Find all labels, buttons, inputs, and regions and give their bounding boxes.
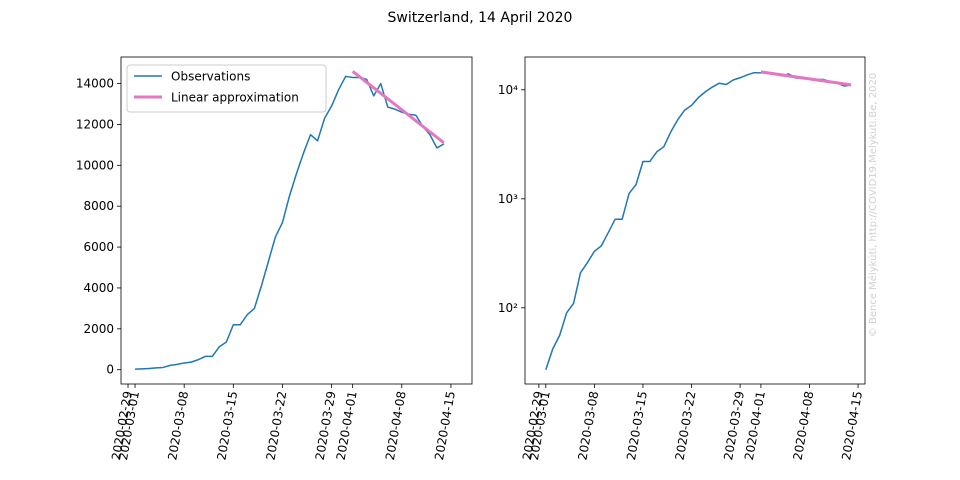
legend: Observations Linear approximation — [126, 64, 327, 113]
legend-label: Observations — [171, 70, 250, 84]
watermark: © Bence Mélykúti, http://COVID19.Melykut… — [867, 73, 879, 337]
y-tick-label: 10000 — [76, 158, 114, 172]
y-tick-label: 4000 — [83, 281, 114, 295]
legend-box — [126, 64, 327, 113]
axes-frame — [120, 56, 473, 385]
data-line — [351, 70, 445, 145]
data-line — [135, 75, 445, 370]
y-tick-label: 2000 — [83, 322, 114, 336]
y-tick-label: 12000 — [76, 117, 114, 131]
data-line — [760, 70, 852, 87]
y-tick-label: 14000 — [76, 77, 114, 91]
axes-frame — [524, 56, 866, 385]
y-tick-label: 10³ — [498, 192, 518, 206]
y-tick-label: 0 — [106, 363, 114, 377]
figure-title: Switzerland, 14 April 2020 — [388, 10, 573, 26]
y-tick-label: 6000 — [83, 240, 114, 254]
y-tick-label: 8000 — [83, 199, 114, 213]
legend-label: Linear approximation — [171, 91, 299, 105]
y-tick-label: 10⁴ — [498, 83, 518, 97]
y-tick-label: 10² — [498, 301, 518, 315]
